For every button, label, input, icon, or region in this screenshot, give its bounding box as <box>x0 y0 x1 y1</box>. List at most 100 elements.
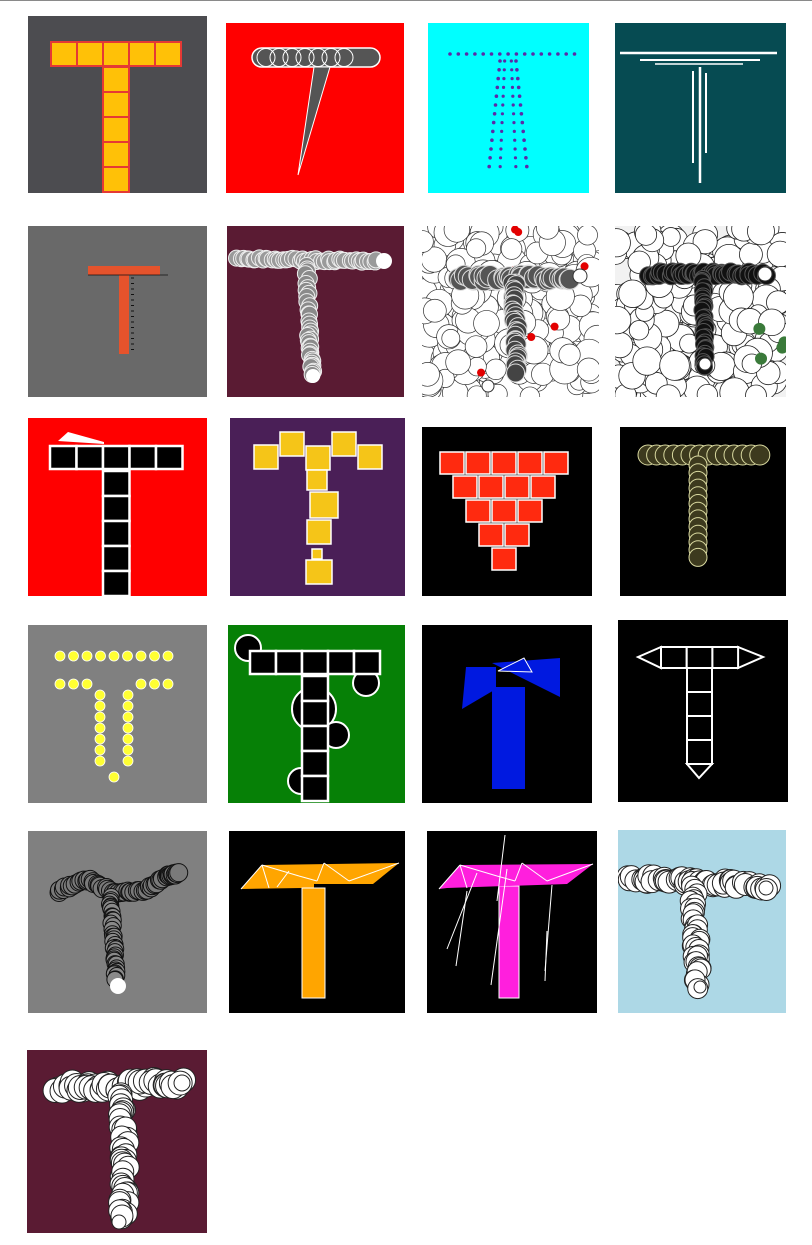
dot <box>108 771 120 783</box>
dot <box>492 112 497 116</box>
letter-t-tile-soft-trail-maroon <box>27 1050 207 1233</box>
end-dot <box>693 980 707 994</box>
cell <box>102 41 130 67</box>
ring <box>269 48 289 67</box>
dot <box>547 52 552 56</box>
dot <box>54 678 66 690</box>
dot <box>68 650 79 662</box>
cell <box>504 523 530 547</box>
dot <box>519 112 524 116</box>
letter-body <box>241 863 399 997</box>
dot <box>556 52 560 56</box>
cell <box>543 451 569 475</box>
end-dot <box>758 880 774 896</box>
dot <box>523 147 527 151</box>
dot <box>149 650 160 662</box>
dot <box>95 650 106 662</box>
cell <box>50 41 78 67</box>
cell <box>478 475 504 499</box>
cell <box>300 674 330 703</box>
dot <box>520 120 525 125</box>
line <box>316 862 325 882</box>
ring <box>423 298 447 323</box>
dot <box>499 147 503 151</box>
letter-t-tile-cells-and-circles <box>228 625 405 803</box>
stem <box>492 687 525 789</box>
dot <box>122 711 134 723</box>
dot <box>498 59 502 63</box>
dot <box>499 138 503 142</box>
dot <box>94 722 106 734</box>
dot <box>539 52 544 56</box>
ring <box>745 384 767 397</box>
letter-t-tile-pill-spike <box>226 23 404 193</box>
letter-t-tile-dot-outline <box>28 625 207 803</box>
line <box>323 862 350 882</box>
dot <box>498 52 502 56</box>
cell <box>279 431 305 457</box>
cell <box>326 649 356 676</box>
dot <box>491 129 495 134</box>
letter-t-tile-soft-trail-blue <box>618 830 786 1013</box>
dot <box>493 103 498 107</box>
cell <box>711 646 740 669</box>
cell <box>102 166 130 193</box>
dot <box>502 68 506 72</box>
arm-highlight <box>497 657 533 673</box>
end-dot <box>306 369 320 383</box>
ring <box>445 349 472 376</box>
dot <box>511 94 515 98</box>
dot <box>81 678 93 690</box>
cell <box>491 451 517 475</box>
dot <box>122 755 134 767</box>
dot <box>500 121 504 125</box>
stem <box>301 887 326 999</box>
ring <box>655 384 681 397</box>
cell <box>248 649 278 676</box>
cell <box>101 544 131 573</box>
stem <box>297 66 331 176</box>
dot <box>513 156 518 160</box>
cell <box>48 444 78 471</box>
accent-spot <box>514 228 523 237</box>
accent-spot <box>550 322 559 331</box>
end-dot <box>173 1074 191 1092</box>
dot <box>488 156 492 160</box>
ring <box>659 350 690 381</box>
dot <box>511 112 516 116</box>
letter-t-tile-circle-chain <box>620 427 786 596</box>
ring <box>577 226 598 246</box>
cell <box>102 141 130 168</box>
top-divider <box>0 0 812 1</box>
ring <box>466 385 487 397</box>
dot <box>94 755 106 767</box>
ring <box>688 547 708 567</box>
dot <box>94 700 106 712</box>
dot <box>512 121 516 125</box>
dot <box>518 103 523 107</box>
arm-left <box>462 667 496 709</box>
dot <box>521 129 525 134</box>
cell <box>253 444 279 470</box>
cell <box>274 649 304 676</box>
cell <box>101 494 131 523</box>
dot <box>509 59 513 63</box>
line <box>240 864 263 890</box>
ring <box>422 362 440 387</box>
line <box>276 870 290 888</box>
dot <box>501 85 506 89</box>
cell <box>352 649 382 676</box>
dot <box>501 103 505 107</box>
accent-spot <box>580 262 589 271</box>
cell <box>88 266 160 275</box>
flag <box>58 432 104 444</box>
dot <box>524 156 528 160</box>
cell <box>300 774 330 803</box>
line <box>490 868 508 986</box>
ring <box>618 279 647 308</box>
cell <box>686 739 713 765</box>
ring <box>615 305 632 335</box>
end-dot <box>572 268 588 284</box>
cell <box>300 699 330 728</box>
dot <box>448 52 452 56</box>
